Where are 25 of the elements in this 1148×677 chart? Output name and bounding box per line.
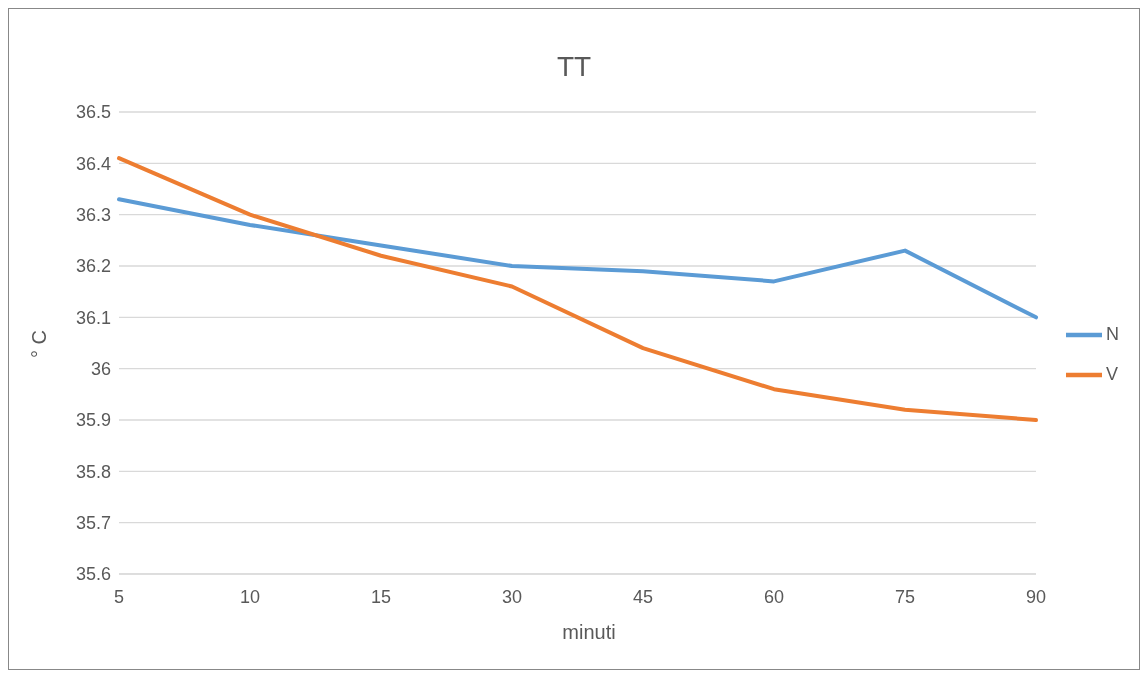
x-tick-label: 60 [763,586,785,607]
y-tick-label: 36.4 [75,153,111,174]
y-tick-label: 36 [90,359,111,380]
y-axis-title: ° C [27,330,51,358]
y-tick-label: 35.6 [75,564,111,585]
chart-title: TT [555,51,593,83]
x-tick-label: 5 [113,586,125,607]
x-tick-label: 45 [632,586,654,607]
line-series [117,197,1038,320]
y-tick-label: 36.3 [75,205,111,226]
y-tick-label: 36.1 [75,307,111,328]
legend-label: N [1106,324,1119,344]
y-tick-label: 36.2 [75,256,111,277]
x-tick-label: 10 [239,586,261,607]
x-tick-label: 30 [501,586,523,607]
x-axis-title: minuti [561,621,617,644]
x-tick-label: 90 [1025,586,1047,607]
line-series [117,156,1038,422]
y-tick-label: 35.8 [75,461,111,482]
y-tick-label: 36.5 [75,102,111,123]
legend-label: V [1106,364,1119,384]
x-tick-label: 15 [370,586,392,607]
y-tick-label: 35.9 [75,410,111,431]
x-tick-label: 75 [894,586,916,607]
y-tick-label: 35.7 [75,513,111,534]
